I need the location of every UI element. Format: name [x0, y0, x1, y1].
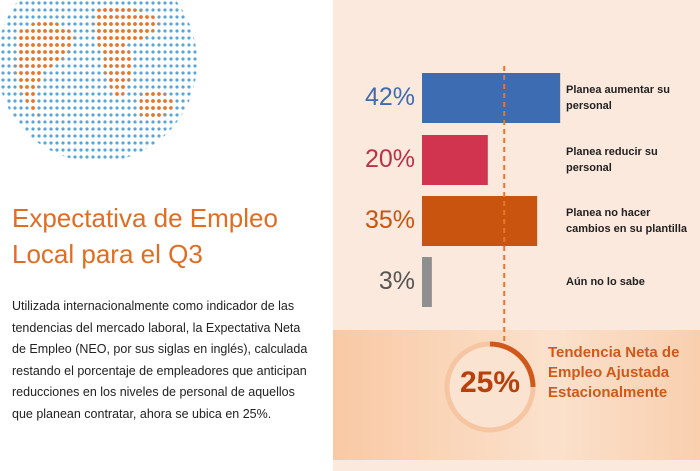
- net-value: 25%: [459, 366, 521, 399]
- value-label: 42%: [364, 83, 415, 111]
- description: Utilizada internacionalmente como indica…: [12, 299, 308, 421]
- net-label: Tendencia Neta de Empleo Ajustada Estaci…: [548, 344, 680, 401]
- bar: [422, 135, 488, 185]
- title: Expectativa de Empleo Local para el Q3: [12, 203, 278, 269]
- globe: [0, 0, 197, 162]
- net-arc: [489, 341, 536, 388]
- value-label: 20%: [364, 145, 415, 173]
- category-label: Planea no hacer cambios en su plantilla: [566, 207, 688, 235]
- bar: [422, 257, 432, 307]
- category-label: Planea reducir su personal: [566, 146, 658, 174]
- category-label: Planea aumentar su personal: [566, 84, 670, 112]
- value-label: 35%: [364, 206, 415, 234]
- bar: [422, 73, 561, 123]
- bar: [422, 196, 538, 246]
- value-label: 3%: [378, 267, 415, 295]
- category-label: Aún no lo sabe: [566, 276, 645, 288]
